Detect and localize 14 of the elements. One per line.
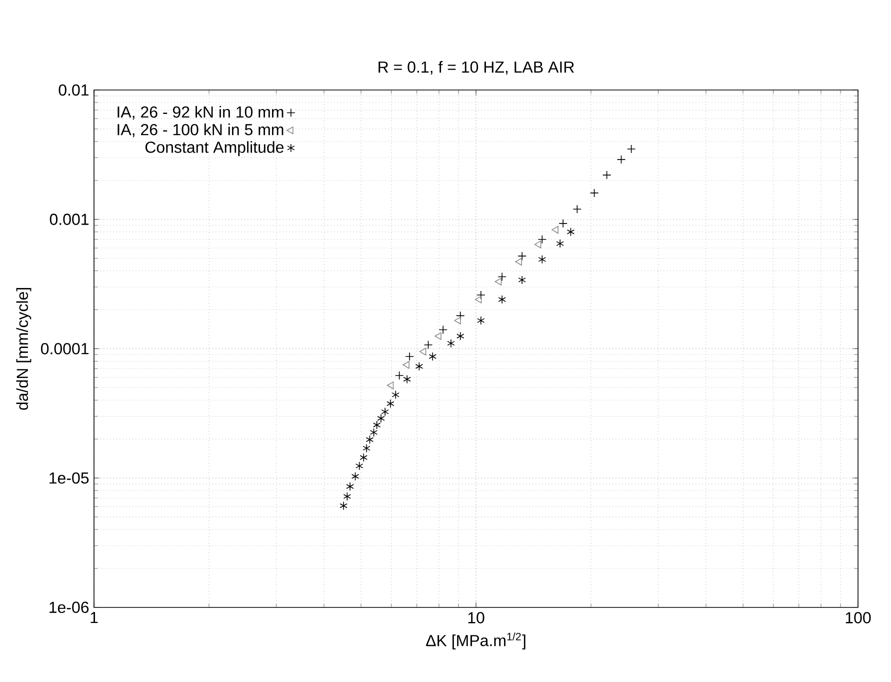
x-tick-label: 100 xyxy=(846,612,871,624)
y-tick-label: 0.01 xyxy=(58,84,89,96)
y-tick-label: 0.0001 xyxy=(40,343,88,354)
legend-label: IA, 26 - 100 kN in 5 mm xyxy=(118,124,284,138)
y-axis-title: da/dN [mm/cycle] xyxy=(16,288,32,410)
chart-title: R = 0.1, f = 10 HZ, LAB AIR xyxy=(378,61,574,75)
y-tick-label: 1e-06 xyxy=(50,602,89,613)
x-tick-label: 10 xyxy=(468,612,484,624)
x-axis-title: ΔK [MPa.m$^{1/2}$] xyxy=(426,632,526,650)
y-tick-label: 0.001 xyxy=(50,214,88,225)
legend-label: Constant Amplitude xyxy=(145,141,284,156)
x-tick-label: 1 xyxy=(90,612,98,624)
legend-label: IA, 26 - 92 kN in 10 mm xyxy=(118,106,284,120)
y-tick-label: 1e-05 xyxy=(50,472,89,484)
